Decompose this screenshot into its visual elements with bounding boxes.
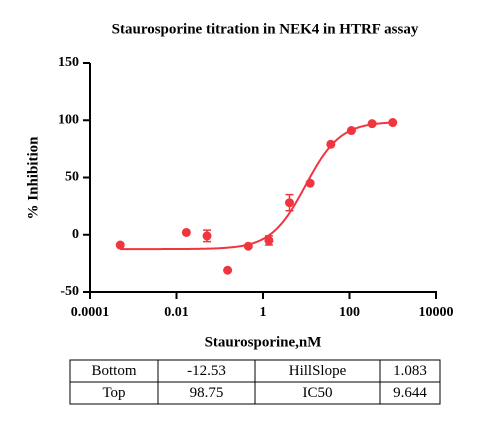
table-text: 1.083 — [393, 363, 427, 379]
x-tick-label: 10000 — [419, 305, 454, 320]
table-text: -12.53 — [187, 363, 226, 379]
table-text: HillSlope — [289, 363, 347, 379]
table-cell — [379, 381, 441, 405]
data-point — [388, 118, 398, 128]
x-tick-label: 100 — [339, 305, 360, 320]
y-tick-label: 150 — [58, 55, 79, 70]
data-point — [264, 235, 274, 245]
x-tick-label: 0.0001 — [71, 305, 110, 320]
data-point — [115, 240, 125, 250]
data-point — [367, 119, 377, 129]
data-point — [181, 227, 191, 237]
data-point — [223, 265, 233, 275]
fit-curve — [120, 121, 393, 251]
y-tick-label: 0 — [72, 227, 79, 242]
y-tick-label: 50 — [65, 170, 79, 185]
table-text: 9.644 — [393, 385, 427, 401]
y-axis-label: % Inhibition — [25, 136, 41, 220]
data-point — [346, 126, 356, 136]
y-tick-label: 100 — [58, 112, 79, 127]
table-text: Bottom — [91, 363, 136, 379]
table-text: Top — [102, 385, 125, 401]
x-tick-label: 0.01 — [164, 305, 189, 320]
data-point — [326, 139, 336, 149]
data-point — [243, 241, 253, 251]
table-text: 98.75 — [190, 385, 224, 401]
data-point — [202, 231, 212, 241]
chart-title: Staurosporine titration in NEK4 in HTRF … — [112, 21, 419, 37]
y-tick-label: -50 — [60, 284, 79, 299]
x-tick-label: 1 — [260, 305, 267, 320]
data-point — [285, 198, 295, 208]
data-point — [305, 178, 315, 188]
parameter-table: Bottom -12.53 HillSlope 1.083 Top 98.75 IC50 9.… — [69, 359, 441, 405]
table-text: IC50 — [303, 385, 333, 401]
x-axis-label: Staurosporine,nM — [205, 334, 322, 350]
